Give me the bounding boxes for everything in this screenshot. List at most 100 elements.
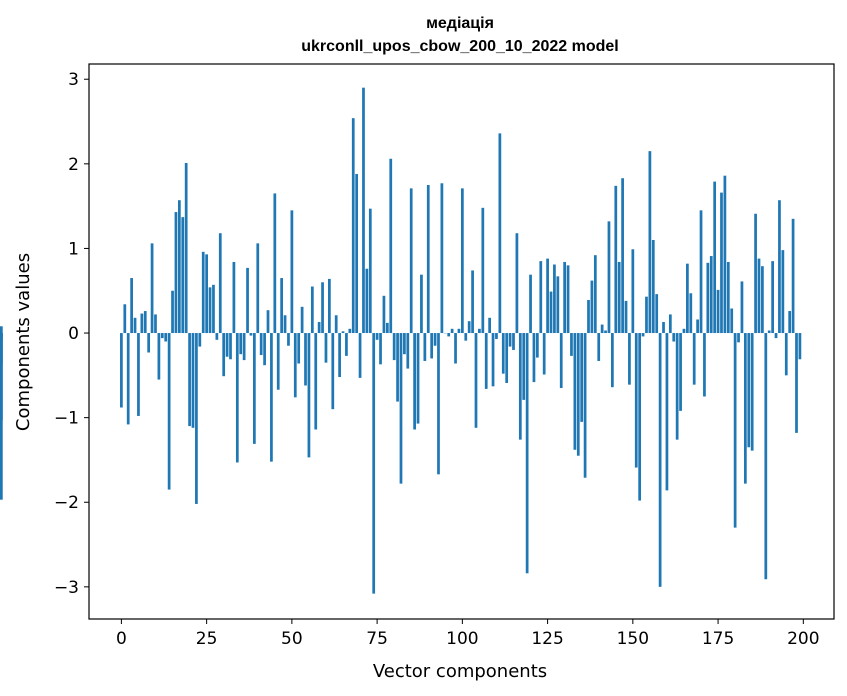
bar-component-72	[365, 268, 369, 334]
bar-component-66	[345, 333, 348, 356]
bar-component-97	[450, 328, 454, 334]
bar-component-84	[406, 333, 410, 369]
bar-component-24	[201, 251, 205, 334]
bar-component-44	[270, 333, 273, 462]
bar-component-56	[310, 286, 314, 334]
bar-component-190	[767, 330, 771, 334]
bar-component-36	[242, 333, 246, 361]
bar-component-27	[212, 284, 215, 334]
bar-component-96	[447, 333, 451, 337]
bar-component-38	[249, 333, 253, 336]
bar-component-12	[160, 333, 164, 339]
bar-component-155	[648, 151, 652, 334]
bar-component-94	[440, 183, 444, 334]
bar-component-152	[638, 333, 642, 501]
bars-group	[0, 87, 802, 594]
bar-component-124	[542, 333, 546, 375]
bar-component-45	[273, 193, 277, 334]
bar-component-169	[696, 319, 699, 334]
bar-component-65	[341, 331, 345, 334]
bar-component-43	[266, 310, 270, 334]
bar-component-49	[287, 333, 290, 346]
bar-component-168	[692, 333, 696, 385]
bar-component-undefined	[0, 326, 3, 334]
bar-component-54	[304, 333, 307, 386]
bar-component-98	[454, 333, 457, 364]
bar-component-118	[522, 333, 526, 400]
bar-component-103	[471, 270, 474, 334]
bar-component-60	[324, 333, 328, 363]
bar-component-77	[382, 295, 386, 334]
bar-component-153	[641, 333, 645, 337]
y-tick-label: 3	[68, 70, 79, 90]
bar-component-74	[372, 333, 376, 594]
bar-component-14	[167, 333, 171, 490]
bar-component-162	[672, 333, 676, 342]
bar-component-28	[215, 333, 219, 340]
bar-component-174	[713, 181, 717, 334]
bar-component-170	[699, 210, 703, 334]
bar-component-71	[362, 87, 365, 334]
bar-component-57	[314, 333, 318, 430]
bar-component-154	[645, 296, 648, 334]
bar-component-88	[420, 274, 423, 334]
bar-component-161	[668, 314, 672, 334]
bar-component-91	[430, 333, 434, 359]
y-axis-label: Components values	[13, 253, 34, 431]
bar-component-160	[665, 333, 669, 491]
bar-component-136	[583, 333, 587, 478]
bar-component-130	[563, 261, 567, 334]
bar-component-123	[539, 261, 543, 334]
y-tick-label: −3	[54, 578, 79, 598]
bar-component-105	[478, 328, 481, 334]
bar-component-29	[218, 233, 222, 334]
bar-component-141	[600, 324, 604, 334]
bar-component-2	[126, 333, 130, 425]
bar-component-25	[205, 254, 208, 334]
bar-component-159	[662, 322, 665, 334]
bar-component-39	[253, 333, 256, 444]
bar-component-129	[559, 333, 563, 389]
bar-component-55	[307, 333, 311, 458]
bar-component-73	[368, 208, 372, 334]
bar-component-182	[740, 281, 744, 334]
bar-component-199	[798, 333, 802, 360]
x-tick-label: 25	[196, 629, 218, 649]
bar-component-99	[457, 328, 461, 334]
bar-component-9	[150, 243, 154, 334]
bar-component-53	[300, 306, 304, 334]
bar-component-120	[529, 274, 532, 334]
bar-component-146	[617, 261, 621, 334]
bar-component-93	[437, 333, 440, 475]
bar-component-189	[764, 333, 768, 580]
y-tick-label: −1	[54, 409, 79, 429]
bar-component-196	[788, 311, 792, 334]
bar-component-92	[433, 333, 437, 346]
bar-component-19	[184, 162, 188, 334]
bar-component-143	[607, 221, 611, 334]
bar-component-64	[338, 333, 341, 378]
bar-component-6	[140, 313, 144, 334]
bar-component-32	[229, 333, 232, 360]
bar-component-197	[791, 218, 795, 334]
y-tick-label: −2	[54, 493, 79, 513]
bar-component-22	[195, 333, 198, 504]
bar-component-101	[464, 333, 468, 341]
x-tick-label: 150	[617, 629, 649, 649]
bar-component-58	[317, 322, 321, 334]
x-tick-label: 50	[281, 629, 303, 649]
bar-component-5	[137, 333, 140, 416]
bar-component-83	[403, 333, 406, 355]
bar-component-1	[123, 304, 127, 334]
bar-component-13	[164, 333, 168, 342]
bar-component-126	[549, 291, 553, 334]
bar-component-16	[174, 212, 178, 334]
bar-component-41	[259, 333, 263, 356]
bar-component-8	[147, 333, 151, 353]
y-axis-ticks: 3 2 1 0 −1 −2 −3	[54, 70, 89, 598]
bar-component-116	[515, 233, 519, 334]
bar-component-135	[580, 333, 584, 422]
x-tick-label: 75	[366, 629, 388, 649]
x-axis-ticks: 0 25 50 75 100 125 150 175 200	[116, 619, 820, 649]
